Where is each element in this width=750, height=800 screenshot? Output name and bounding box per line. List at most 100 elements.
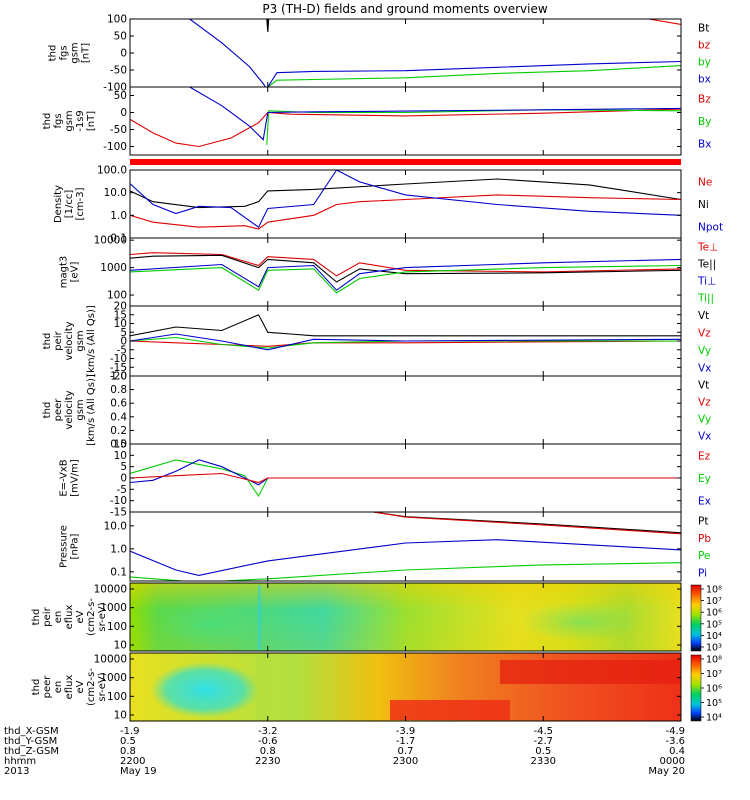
y-tick-label: 10.0 — [104, 520, 127, 532]
series-line-Ni — [130, 178, 681, 209]
y-tick-label: -15 — [110, 507, 127, 519]
colorbar-tick-label: 10⁸ — [706, 655, 722, 666]
y-axis-label: -1s9 — [75, 110, 86, 132]
legend-label: Vx — [698, 431, 711, 443]
ephemeris-label: thd_Y-GSM — [4, 736, 57, 747]
ephemeris-value: May 19 — [120, 766, 157, 777]
y-axis-label: [mV/m] — [70, 459, 81, 497]
y-tick-label: -5 — [117, 344, 127, 356]
ephemeris-value: 0.8 — [260, 746, 276, 757]
series-line-Ne — [130, 194, 681, 230]
series-line-Pb — [373, 512, 681, 535]
y-axis-label: peer — [42, 675, 53, 699]
series-line-Te|| — [130, 254, 681, 283]
y-axis-label: thd — [31, 609, 42, 626]
ephemeris-value: -4.9 — [665, 726, 685, 737]
ephemeris-value: -3.9 — [396, 726, 416, 737]
series-line-Pi — [130, 539, 681, 576]
y-axis-label: [nT] — [86, 111, 97, 131]
series-line-Bt — [189, 19, 270, 32]
series-line-Pe — [130, 562, 681, 581]
legend-label: Vy — [698, 414, 711, 426]
series-line-Ti|| — [130, 264, 681, 294]
series-line-Ti⊥ — [130, 258, 681, 291]
y-tick-label: 0.1 — [110, 566, 127, 578]
y-axis-label: gsm — [75, 330, 86, 351]
y-tick-label: 0.6 — [110, 398, 127, 410]
y-axis-label: [km/s (All Qs)] — [86, 374, 97, 446]
peir-colorbar — [690, 584, 702, 652]
legend-label: Bz — [698, 93, 711, 105]
y-axis-label: peir — [42, 606, 53, 626]
y-axis-label: magt3 — [59, 256, 70, 289]
ephemeris-value: -0.6 — [258, 736, 278, 747]
series-line-Vz — [130, 340, 681, 347]
panel-frame — [129, 86, 682, 156]
ephemeris-label: thd_X-GSM — [4, 726, 59, 737]
ephemeris-value: 0.4 — [669, 746, 685, 757]
y-tick-label: 0 — [120, 336, 127, 348]
y-tick-label: 100 — [107, 691, 127, 703]
y-tick-label: 1000 — [100, 262, 127, 274]
y-axis-label: eflux — [64, 675, 75, 700]
series-line-Bz — [130, 108, 681, 148]
colorbar-tick-label: 10⁶ — [706, 608, 722, 619]
y-axis-label: eV — [75, 680, 86, 693]
y-axis-label: (cm2-s- — [86, 668, 97, 706]
colorbar-tick-label: 10³ — [706, 643, 722, 654]
y-axis-label: fgs — [59, 45, 70, 60]
panel-peer_eflux: 10000 1000 100 10 thd peer en eflux eV (cm2-s-sr-… — [31, 652, 722, 724]
ephemeris-value: -1.7 — [396, 736, 416, 747]
legend-label: Pb — [698, 533, 711, 545]
ephemeris-value: 2300 — [393, 756, 418, 767]
colorbar-tick-label: 10⁴ — [706, 631, 722, 642]
legend-label: bx — [698, 74, 711, 86]
ephemeris-label: hhmm — [4, 756, 36, 767]
y-tick-label: 100 — [107, 290, 127, 302]
y-tick-label: 10 — [114, 318, 127, 330]
legend-label: Vz — [698, 397, 711, 409]
series-line-Vx — [130, 333, 681, 351]
panel-pressure: 10.0 1.0 0.1 Pressure [nPa] Pt Pb Pe Pi — [59, 511, 711, 582]
series-line-Vt — [130, 314, 681, 337]
y-tick-label: 0.1 — [110, 233, 127, 245]
y-axis-label: E=-VxB — [59, 459, 70, 496]
y-tick-label: 15 — [114, 309, 127, 321]
y-tick-label: 10 — [114, 640, 127, 652]
series-line-by — [267, 65, 681, 87]
y-tick-label: 50 — [114, 90, 127, 102]
ephemeris-value: -3.2 — [258, 726, 278, 737]
legend-label: Ti⊥ — [697, 276, 716, 288]
y-axis-label: velocity — [64, 390, 75, 429]
legend-label: Vt — [698, 380, 709, 392]
y-axis-label: gsm — [70, 42, 81, 63]
ephemeris-value: -3.6 — [665, 736, 685, 747]
y-tick-label: 1000 — [100, 672, 127, 684]
y-axis-label: en — [53, 611, 64, 624]
y-tick-label: -10 — [110, 495, 127, 507]
legend-label: Vy — [698, 345, 711, 357]
y-axis-label: fgs — [53, 113, 64, 128]
ephemeris-value: -4.5 — [533, 726, 553, 737]
ephemeris-table: thd_X-GSM -1.9 -3.2 -3.9 -4.5 -4.9 thd_Y-GSM 0.… — [4, 726, 685, 777]
y-tick-label: 0.4 — [110, 411, 127, 423]
y-tick-label: -100 — [103, 141, 127, 153]
y-axis-label: eflux — [64, 605, 75, 630]
y-tick-label: 10 — [114, 710, 127, 722]
y-axis-label: (cm2-s- — [86, 598, 97, 636]
ephemeris-value: 2230 — [255, 756, 280, 767]
ephemeris-value: 0.8 — [120, 746, 136, 757]
y-tick-label: -50 — [110, 65, 127, 77]
ephemeris-value: 2200 — [120, 756, 145, 767]
series-line-Bx — [189, 87, 681, 141]
ephemeris-value: 0.5 — [120, 736, 136, 747]
legend-label: Bt — [698, 23, 709, 35]
y-axis-label: Pressure — [59, 525, 70, 568]
y-tick-label: 10000 — [94, 235, 127, 247]
peer-spectrogram — [130, 653, 681, 721]
series-line-bz — [648, 19, 681, 25]
y-tick-label: 5 — [120, 327, 127, 339]
y-axis-label: [km/s (All Qs)] — [86, 305, 97, 377]
